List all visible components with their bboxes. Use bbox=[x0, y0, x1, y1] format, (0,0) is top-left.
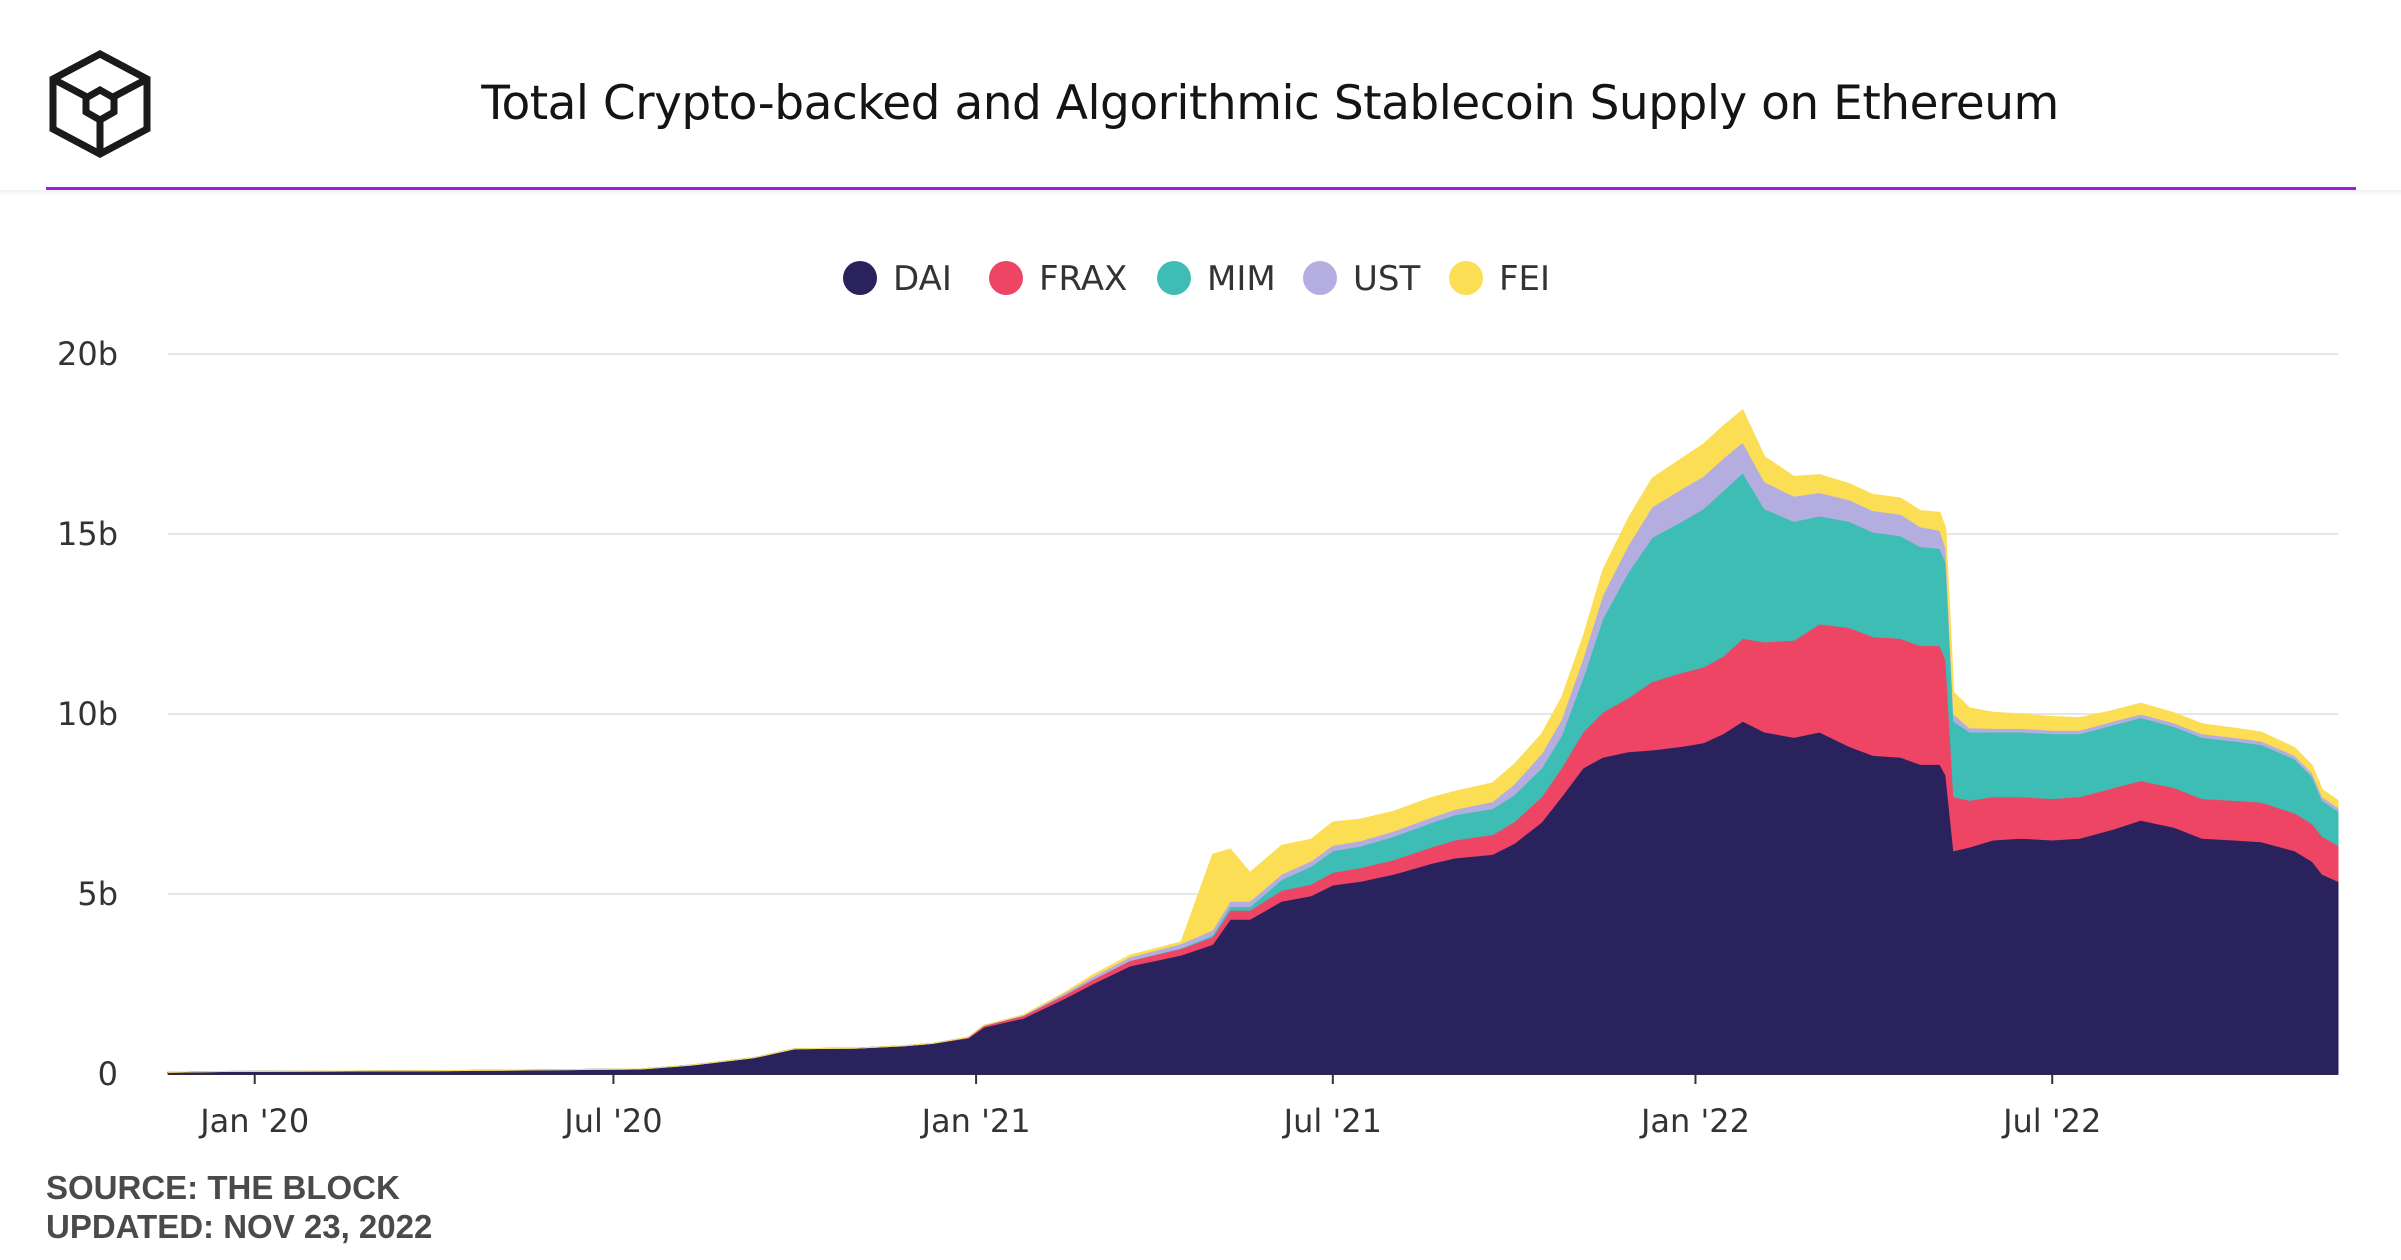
legend-marker-frax bbox=[989, 261, 1023, 295]
header-shadow bbox=[0, 190, 2401, 196]
chart-areas bbox=[167, 409, 2339, 1075]
y-tick-label: 0 bbox=[98, 1055, 118, 1093]
area-fei bbox=[167, 409, 2339, 1073]
legend-label-mim: MIM bbox=[1207, 259, 1276, 299]
legend-label-frax: FRAX bbox=[1039, 259, 1127, 299]
chart-title: Total Crypto-backed and Algorithmic Stab… bbox=[481, 76, 2059, 131]
chart-legend: DAI FRAX MIM UST FEI bbox=[843, 259, 1550, 299]
x-tick-label: Jul '20 bbox=[562, 1102, 662, 1140]
x-tick-label: Jan '21 bbox=[920, 1102, 1031, 1140]
stacked-area-chart: DAI FRAX MIM UST FEI 0 5b 10b 15b 20b Jan '20 Jul… bbox=[57, 259, 2339, 1140]
x-tick-label: Jul '22 bbox=[2001, 1102, 2101, 1140]
legend-marker-fei bbox=[1449, 261, 1483, 295]
legend-marker-dai bbox=[843, 261, 877, 295]
x-tick-label: Jan '22 bbox=[1639, 1102, 1750, 1140]
header-divider bbox=[46, 187, 2356, 190]
y-tick-label: 15b bbox=[57, 515, 118, 553]
the-block-logo-icon bbox=[49, 50, 151, 158]
legend-label-ust: UST bbox=[1353, 259, 1420, 299]
y-tick-label: 10b bbox=[57, 695, 118, 733]
legend-marker-mim bbox=[1157, 261, 1191, 295]
y-axis: 0 5b 10b 15b 20b bbox=[57, 335, 118, 1093]
updated-label: UPDATED: NOV 23, 2022 bbox=[46, 1208, 433, 1245]
y-tick-label: 5b bbox=[77, 875, 118, 913]
legend-marker-ust bbox=[1303, 261, 1337, 295]
legend-label-dai: DAI bbox=[893, 259, 952, 299]
x-axis: Jan '20 Jul '20 Jan '21 Jul '21 Jan '22 Jul '… bbox=[198, 1074, 2101, 1140]
x-tick-label: Jul '21 bbox=[1282, 1102, 1382, 1140]
y-tick-label: 20b bbox=[57, 335, 118, 373]
footer: SOURCE: THE BLOCK UPDATED: NOV 23, 2022 bbox=[46, 1168, 432, 1246]
legend-label-fei: FEI bbox=[1499, 259, 1550, 299]
x-tick-label: Jan '20 bbox=[198, 1102, 309, 1140]
source-label: SOURCE: THE BLOCK bbox=[46, 1169, 400, 1206]
